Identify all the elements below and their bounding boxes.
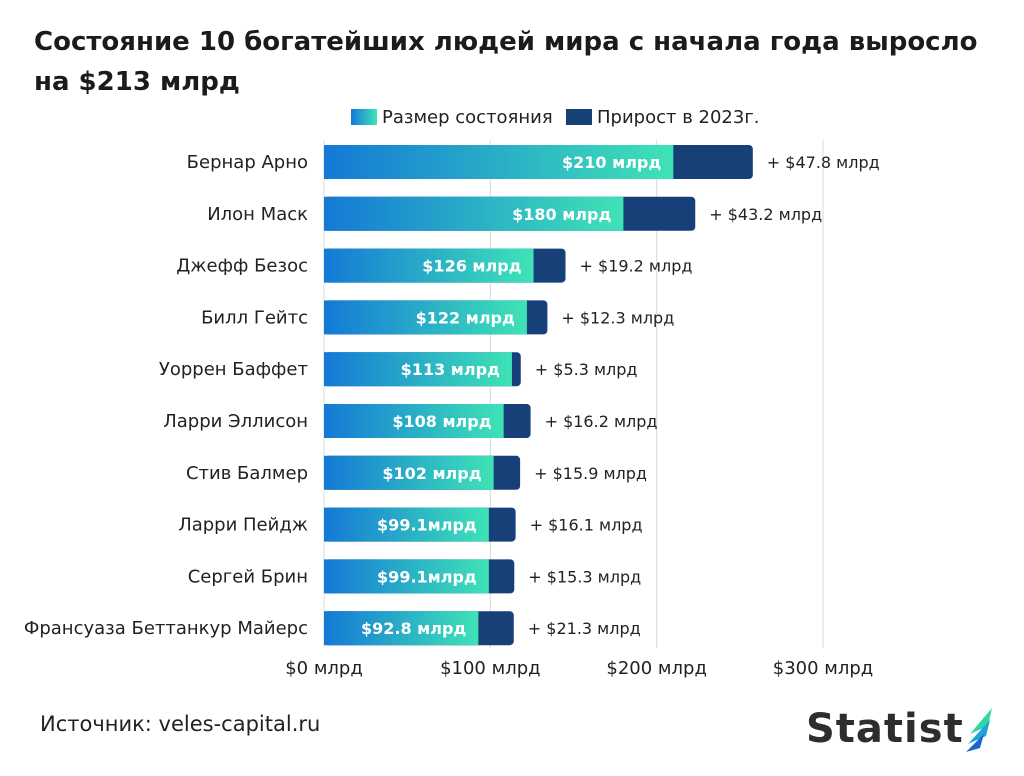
wealth-value-label: $92.8 млрд: [361, 619, 466, 638]
category-label: Джефф Безос: [176, 256, 308, 277]
bar-wealth: [324, 196, 624, 231]
wealth-value-label: $180 млрд: [512, 205, 611, 224]
growth-value-label: + $16.1 млрд: [530, 516, 643, 535]
x-tick-label: $100 млрд: [440, 658, 541, 679]
wealth-value-label: $122 млрд: [416, 308, 515, 327]
wealth-value-label: $113 млрд: [401, 360, 500, 379]
bar-wealth: [324, 455, 494, 490]
x-tick-label: $300 млрд: [773, 658, 874, 679]
growth-value-label: + $43.2 млрд: [709, 205, 822, 224]
source-note: Источник: veles-capital.ru: [40, 712, 321, 736]
wealth-value-label: $102 млрд: [382, 464, 481, 483]
wealth-value-label: $108 млрд: [392, 412, 491, 431]
category-label: Илон Маск: [207, 204, 308, 225]
growth-value-label: + $15.3 млрд: [528, 567, 641, 586]
category-label: Сергей Брин: [188, 566, 308, 587]
category-label: Уоррен Баффет: [159, 359, 308, 380]
logo-leaf-icon: [965, 708, 992, 752]
legend: Размер состояния Прирост в 2023г.: [351, 107, 760, 128]
legend-label-wealth: Размер состояния: [382, 107, 553, 128]
wealth-value-label: $126 млрд: [422, 257, 521, 276]
growth-value-label: + $21.3 млрд: [528, 619, 641, 638]
bars: [324, 145, 753, 646]
category-label: Франсуаза Беттанкур Майерс: [24, 618, 308, 639]
growth-value-label: + $19.2 млрд: [580, 257, 693, 276]
bar-wealth: [324, 559, 489, 594]
growth-value-label: + $12.3 млрд: [561, 308, 674, 327]
bar-wealth: [324, 507, 489, 542]
wealth-value-label: $99.1млрд: [377, 516, 477, 535]
bar-wealth: [324, 145, 674, 179]
bar-wealth: [324, 248, 534, 283]
bar-wealth: [324, 300, 527, 335]
chart-title: Состояние 10 богатейших людей мира с нач…: [34, 27, 978, 97]
wealth-value-label: $210 млрд: [562, 153, 661, 172]
x-tick-label: $0 млрд: [285, 658, 363, 679]
logo-text: Statist: [806, 706, 964, 752]
bar-wealth: [324, 611, 479, 646]
bar-chart: $0 млрд $100 млрд $200 млрд $300 млрд Бернар…: [24, 107, 880, 679]
x-tick-label: $200 млрд: [606, 658, 707, 679]
category-label: Билл Гейтс: [201, 307, 308, 328]
growth-value-label: + $47.8 млрд: [767, 153, 880, 172]
legend-swatch-wealth: [351, 109, 377, 125]
category-label: Бернар Арно: [187, 152, 308, 173]
growth-value-label: + $16.2 млрд: [545, 412, 658, 431]
growth-value-label: + $15.9 млрд: [534, 464, 647, 483]
category-label: Ларри Пейдж: [178, 515, 308, 536]
category-label: Стив Балмер: [186, 463, 308, 484]
bar-wealth: [324, 404, 504, 438]
labels: $0 млрд $100 млрд $200 млрд $300 млрд Бернар…: [24, 152, 880, 679]
growth-value-label: + $5.3 млрд: [535, 360, 638, 379]
category-label: Ларри Эллисон: [163, 411, 308, 432]
legend-label-growth: Прирост в 2023г.: [597, 107, 760, 128]
bar-wealth: [324, 352, 512, 387]
legend-swatch-growth: [566, 109, 592, 125]
statist-logo: Statist: [806, 704, 996, 754]
wealth-value-label: $99.1млрд: [377, 567, 477, 586]
